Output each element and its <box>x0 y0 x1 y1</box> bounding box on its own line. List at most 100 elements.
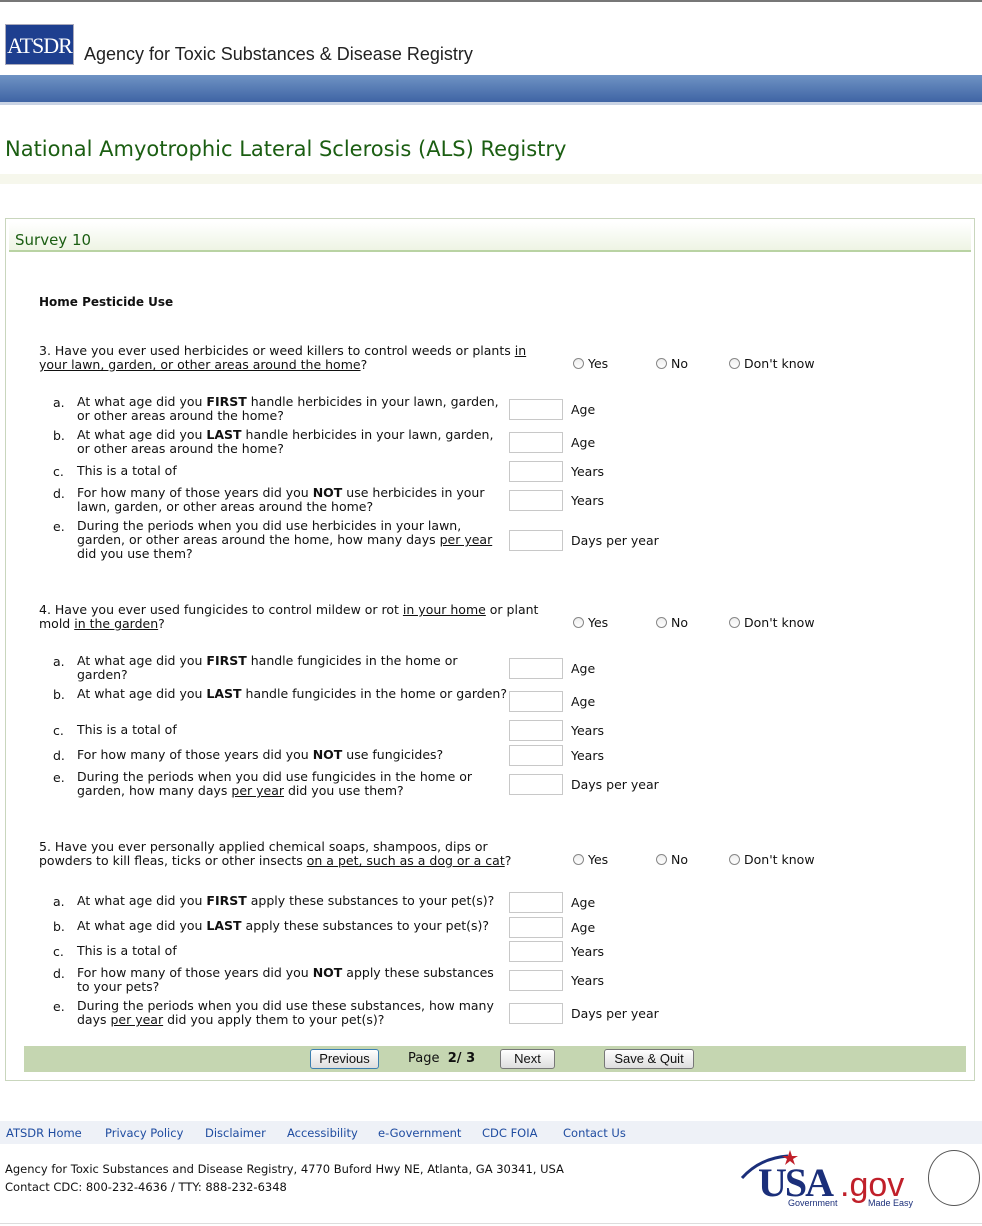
unit-label: Days per year <box>571 777 659 792</box>
radio-don-t-know[interactable]: Don't know <box>729 356 815 371</box>
sub-question-letter: c. <box>53 723 64 738</box>
svg-text:USA: USA <box>758 1160 834 1205</box>
radio-no[interactable]: No <box>656 852 688 867</box>
radio-button[interactable] <box>729 358 740 369</box>
footer-link-disclaimer[interactable]: Disclaimer <box>205 1126 266 1140</box>
unit-label: Age <box>571 694 596 709</box>
nav-bar <box>0 75 982 105</box>
radio-label: Don't know <box>744 852 815 867</box>
radio-button[interactable] <box>573 854 584 865</box>
answer-input-age[interactable] <box>509 399 563 420</box>
unit-label: Years <box>571 493 604 508</box>
sub-question-text: During the periods when you did use fung… <box>77 769 473 798</box>
footer-link-accessibility[interactable]: Accessibility <box>287 1126 358 1140</box>
sub-question-text: At what age did you FIRST handle fungici… <box>77 653 458 682</box>
unit-label: Age <box>571 402 596 417</box>
radio-no[interactable]: No <box>656 356 688 371</box>
radio-don-t-know[interactable]: Don't know <box>729 852 815 867</box>
unit-label: Days per year <box>571 533 659 548</box>
footer-link-contact-us[interactable]: Contact Us <box>563 1126 626 1140</box>
sub-question-letter: b. <box>53 919 65 934</box>
sub-question-text: At what age did you LAST apply these sub… <box>77 918 490 933</box>
answer-input-years[interactable] <box>509 745 563 766</box>
usagov-logo[interactable]: USA .gov Government Made Easy <box>740 1150 920 1208</box>
radio-button[interactable] <box>656 854 667 865</box>
sub-question-letter: e. <box>53 999 65 1014</box>
radio-button[interactable] <box>573 617 584 628</box>
sub-question-text: This is a total of <box>77 943 177 958</box>
radio-label: Don't know <box>744 615 815 630</box>
top-border <box>0 0 982 2</box>
sub-question-text: During the periods when you did use thes… <box>77 998 494 1027</box>
radio-don-t-know[interactable]: Don't know <box>729 615 815 630</box>
sub-question-text: At what age did you LAST handle fungicid… <box>77 686 507 701</box>
radio-label: Yes <box>588 615 609 630</box>
survey-panel: Survey 10 <box>5 218 975 1081</box>
radio-label: No <box>671 615 688 630</box>
answer-input-age[interactable] <box>509 658 563 679</box>
sub-question-letter: d. <box>53 748 65 763</box>
footer-link-privacy-policy[interactable]: Privacy Policy <box>105 1126 184 1140</box>
unit-label: Years <box>571 748 604 763</box>
radio-button[interactable] <box>656 617 667 628</box>
sub-question-text: This is a total of <box>77 722 177 737</box>
sub-question-text: At what age did you FIRST handle herbici… <box>77 394 499 423</box>
radio-button[interactable] <box>729 617 740 628</box>
radio-label: Don't know <box>744 356 815 371</box>
svg-text:Made Easy: Made Easy <box>868 1198 914 1208</box>
answer-input-age[interactable] <box>509 917 563 938</box>
radio-label: No <box>671 356 688 371</box>
next-button[interactable]: Next <box>500 1049 555 1069</box>
sub-question-text: For how many of those years did you NOT … <box>77 965 494 994</box>
sub-question-letter: c. <box>53 944 64 959</box>
unit-label: Years <box>571 723 604 738</box>
radio-button[interactable] <box>656 358 667 369</box>
footer-address: Agency for Toxic Substances and Disease … <box>5 1162 564 1176</box>
answer-input-years[interactable] <box>509 490 563 511</box>
unit-label: Years <box>571 973 604 988</box>
radio-no[interactable]: No <box>656 615 688 630</box>
answer-input-days-per-year[interactable] <box>509 530 563 551</box>
radio-yes[interactable]: Yes <box>573 615 608 630</box>
question-5: 5. Have you ever personally applied chem… <box>39 839 512 868</box>
answer-input-years[interactable] <box>509 461 563 482</box>
answer-input-age[interactable] <box>509 691 563 712</box>
sub-question-text: This is a total of <box>77 463 177 478</box>
sub-question-text: During the periods when you did use herb… <box>77 518 493 561</box>
bottom-border <box>0 1223 982 1224</box>
section-title: Home Pesticide Use <box>39 295 174 309</box>
unit-label: Years <box>571 944 604 959</box>
unit-label: Age <box>571 920 596 935</box>
agency-name: Agency for Toxic Substances & Disease Re… <box>84 44 473 64</box>
sub-question-letter: e. <box>53 519 65 534</box>
page-label: Page <box>408 1051 440 1066</box>
answer-input-age[interactable] <box>509 432 563 453</box>
answer-input-days-per-year[interactable] <box>509 1003 563 1024</box>
sub-question-letter: a. <box>53 894 65 909</box>
footer-link-e-government[interactable]: e-Government <box>378 1126 462 1140</box>
answer-input-days-per-year[interactable] <box>509 774 563 795</box>
radio-button[interactable] <box>573 358 584 369</box>
button-bar: Previous Page 2/ 3 Next Save & Quit <box>24 1046 966 1072</box>
footer-link-cdc-foia[interactable]: CDC FOIA <box>482 1126 538 1140</box>
hhs-seal[interactable] <box>928 1150 980 1206</box>
sub-question-letter: b. <box>53 428 65 443</box>
previous-button[interactable]: Previous <box>310 1049 379 1069</box>
atsdr-logo[interactable]: ATSDR <box>5 24 74 65</box>
radio-yes[interactable]: Yes <box>573 356 608 371</box>
answer-input-years[interactable] <box>509 970 563 991</box>
sub-question-letter: c. <box>53 464 64 479</box>
radio-yes[interactable]: Yes <box>573 852 608 867</box>
title-divider <box>0 174 982 184</box>
answer-input-years[interactable] <box>509 720 563 741</box>
save-quit-button[interactable]: Save & Quit <box>604 1049 694 1069</box>
svg-text:.gov: .gov <box>840 1166 904 1204</box>
unit-label: Age <box>571 435 596 450</box>
radio-label: Yes <box>588 852 609 867</box>
sub-question-letter: d. <box>53 486 65 501</box>
radio-button[interactable] <box>729 854 740 865</box>
sub-question-letter: a. <box>53 395 65 410</box>
answer-input-age[interactable] <box>509 892 563 913</box>
answer-input-years[interactable] <box>509 941 563 962</box>
footer-link-atsdr-home[interactable]: ATSDR Home <box>6 1126 82 1140</box>
